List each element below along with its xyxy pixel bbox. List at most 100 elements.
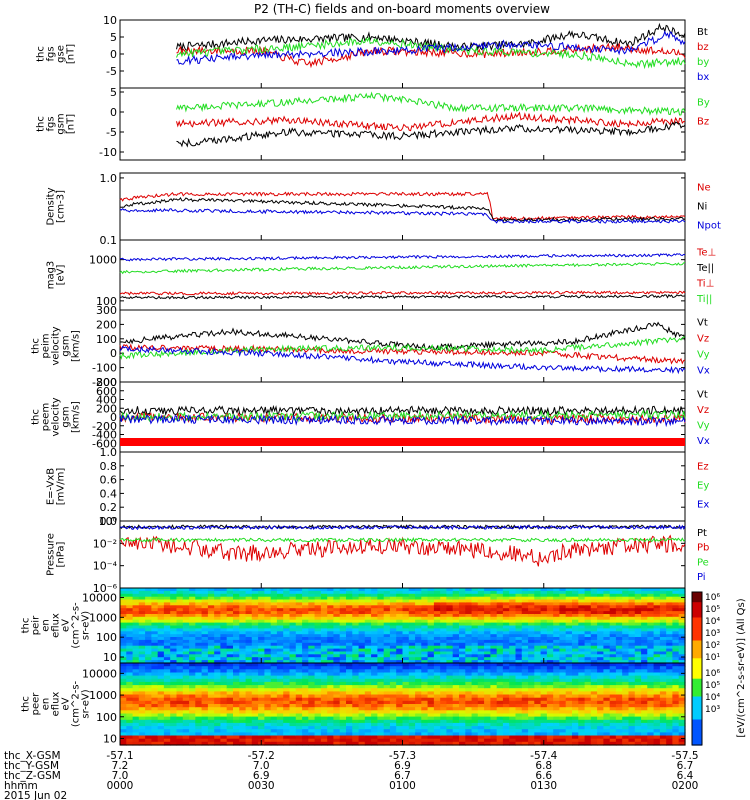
peer_spectrogram-cell bbox=[465, 663, 473, 667]
peer_spectrogram-cell bbox=[233, 732, 240, 737]
peir_spectrogram-cell bbox=[578, 660, 586, 664]
peer_spectrogram-cell bbox=[641, 738, 648, 743]
peem_velocity-legend-entry: Vt bbox=[697, 389, 708, 400]
peer_spectrogram-cell bbox=[163, 694, 171, 699]
peer_spectrogram-cell bbox=[653, 697, 661, 702]
peir_spectrogram-cell bbox=[559, 605, 567, 609]
peir_spectrogram-cell bbox=[477, 616, 485, 621]
peer_spectrogram-cell bbox=[565, 663, 573, 667]
peer_spectrogram-cell bbox=[251, 741, 259, 746]
peir_spectrogram-cell bbox=[327, 619, 335, 624]
peir_spectrogram-cell bbox=[339, 622, 347, 627]
peir_spectrogram-cell bbox=[214, 588, 222, 592]
peir_spectrogram-cell bbox=[565, 631, 573, 635]
peer_spectrogram-cell bbox=[383, 688, 391, 692]
peer_spectrogram-cell bbox=[622, 735, 630, 740]
peir_spectrogram-cell bbox=[471, 651, 479, 655]
peer_spectrogram-cell bbox=[502, 722, 510, 727]
peir_spectrogram-cell bbox=[628, 596, 636, 601]
peer_spectrogram-cell bbox=[170, 738, 178, 743]
peir_spectrogram-cell bbox=[371, 608, 378, 612]
peer_spectrogram-cell bbox=[339, 735, 347, 740]
peir_spectrogram-cell bbox=[553, 637, 561, 641]
peer_spectrogram-cell bbox=[276, 672, 284, 677]
peir_spectrogram-cell bbox=[258, 628, 265, 632]
peir_spectrogram-cell bbox=[289, 619, 297, 624]
peir_spectrogram-cell bbox=[157, 628, 165, 632]
peer_spectrogram-cell bbox=[578, 666, 586, 670]
peir_spectrogram-cell bbox=[634, 608, 642, 612]
peir_spectrogram-cell bbox=[415, 602, 422, 606]
peir_spectrogram-cell bbox=[157, 590, 165, 595]
peer_spectrogram-cell bbox=[590, 704, 598, 708]
peir_spectrogram-cell bbox=[534, 654, 542, 658]
peer_spectrogram-cell bbox=[383, 713, 391, 718]
peir_spectrogram-cell bbox=[396, 625, 404, 629]
peir_spectrogram-cell bbox=[264, 631, 272, 635]
peer_spectrogram-cell bbox=[465, 666, 473, 670]
peer_spectrogram-cell bbox=[302, 672, 309, 677]
peir_spectrogram-cell bbox=[402, 648, 410, 653]
peer_spectrogram-cell bbox=[609, 681, 617, 686]
peer_spectrogram-cell bbox=[634, 722, 642, 727]
peir_spectrogram-cell bbox=[628, 648, 636, 653]
peir_spectrogram-cell bbox=[138, 593, 146, 598]
peer_spectrogram-cell bbox=[276, 688, 284, 692]
peer_spectrogram-cell bbox=[427, 675, 435, 680]
peer_spectrogram-cell bbox=[145, 669, 152, 674]
peer_spectrogram-cell bbox=[628, 669, 636, 674]
peir_spectrogram-cell bbox=[597, 628, 604, 632]
peir_spectrogram-cell bbox=[251, 639, 259, 644]
peer_spectrogram-cell bbox=[634, 685, 642, 689]
peer_spectrogram-cell bbox=[170, 700, 178, 705]
peer_spectrogram-cell bbox=[578, 675, 586, 680]
peir_spectrogram-cell bbox=[138, 605, 146, 609]
peir_spectrogram-cell bbox=[358, 642, 366, 647]
peir_spectrogram-cell bbox=[672, 639, 680, 644]
peir_spectrogram-cell bbox=[145, 631, 152, 635]
peir_spectrogram-cell bbox=[189, 588, 196, 592]
peer_spectrogram-cell bbox=[603, 738, 611, 743]
fgs_gse-ytick-label: 10 bbox=[103, 14, 117, 27]
peir_spectrogram-cell bbox=[120, 648, 127, 653]
peir_spectrogram-cell bbox=[666, 588, 674, 592]
peir_spectrogram-cell bbox=[258, 602, 265, 606]
peer_spectrogram-cell bbox=[659, 688, 667, 692]
peir_spectrogram-cell bbox=[440, 614, 448, 618]
peir_spectrogram-cell bbox=[553, 593, 561, 598]
peir_spectrogram-cell bbox=[477, 625, 485, 629]
peir_spectrogram-cell bbox=[565, 634, 573, 638]
peer_spectrogram-cell bbox=[126, 675, 134, 680]
peir_spectrogram-cell bbox=[201, 648, 209, 653]
peer_spectrogram-cell bbox=[502, 694, 510, 699]
peer_spectrogram-cell bbox=[163, 726, 171, 730]
peer_spectrogram-cell bbox=[364, 732, 372, 737]
peer_spectrogram-cell bbox=[371, 663, 378, 667]
peer_spectrogram-cell bbox=[572, 697, 579, 702]
peer_spectrogram-cell bbox=[408, 729, 416, 733]
peer_spectrogram-cell bbox=[641, 707, 648, 711]
peir_spectrogram-cell bbox=[440, 608, 448, 612]
peir_spectrogram-cell bbox=[220, 642, 228, 647]
peer_spectrogram-cell bbox=[226, 735, 234, 740]
peer_spectrogram-cell bbox=[603, 710, 611, 715]
peer_spectrogram-cell bbox=[471, 678, 479, 683]
peer_spectrogram-cell bbox=[641, 722, 648, 727]
peir_spectrogram-cell bbox=[220, 588, 228, 592]
peir_spectrogram-cell bbox=[371, 596, 378, 601]
peer_spectrogram-cell bbox=[258, 688, 265, 692]
peer_spectrogram-cell bbox=[433, 735, 441, 740]
peir_spectrogram-cell bbox=[308, 645, 316, 650]
peer_spectrogram-cell bbox=[647, 663, 655, 667]
peir_spectrogram-cell bbox=[421, 593, 429, 598]
peer_spectrogram-cell bbox=[396, 688, 404, 692]
pressure-ylabel-line: [nPa] bbox=[56, 541, 67, 567]
peer_spectrogram-cell bbox=[553, 678, 561, 683]
peir_spectrogram-cell bbox=[295, 602, 303, 606]
peer_spectrogram-cell bbox=[534, 713, 542, 718]
peer_spectrogram-cell bbox=[459, 719, 466, 724]
peir_spectrogram-cell bbox=[226, 593, 234, 598]
peer_spectrogram-cell bbox=[233, 675, 240, 680]
peer_spectrogram-cell bbox=[427, 669, 435, 674]
peer_spectrogram-cell bbox=[672, 666, 680, 670]
